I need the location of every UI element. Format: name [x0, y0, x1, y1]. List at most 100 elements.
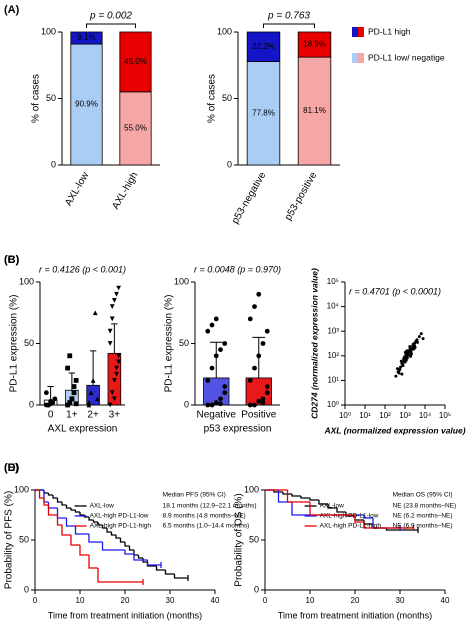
y-axis-label: CD274 (normalized expression value)	[309, 268, 319, 419]
error-bar	[111, 323, 118, 354]
survival-step	[363, 522, 414, 529]
annotation: r = 0.4126 (p < 0.001)	[39, 264, 126, 274]
data-point	[114, 365, 119, 371]
survival-step	[146, 560, 161, 566]
x-tick-label: 10³	[399, 411, 411, 420]
data-point	[421, 337, 425, 341]
error-bar	[209, 341, 223, 378]
x-tick-label: 0	[263, 596, 268, 605]
data-point	[111, 396, 117, 402]
y-tick-label: 10³	[327, 326, 339, 335]
bracket	[86, 23, 136, 28]
data-point	[264, 390, 270, 396]
x-tick-label: 10²	[379, 411, 391, 420]
data-point	[209, 402, 215, 408]
survival-step	[65, 505, 71, 509]
data-point	[398, 367, 402, 371]
survival-step	[318, 500, 328, 505]
value-label: 22.2%	[252, 42, 275, 51]
legend-median: 18.1 months (12.9–22.1 months)	[163, 503, 257, 510]
panel-label: (D)	[4, 462, 20, 474]
y-axis-label: PD-L1 expression (%)	[164, 295, 175, 393]
data-point	[107, 328, 113, 334]
legend-label: AXL-high PD-L1-high	[320, 523, 382, 530]
data-point	[109, 390, 115, 396]
legend-swatch	[352, 27, 358, 37]
y-tick-label: 0	[227, 159, 232, 169]
y-tick-label: 100	[19, 276, 34, 286]
data-point	[205, 402, 211, 408]
survival-step	[133, 554, 148, 561]
survival-step	[106, 528, 112, 533]
data-point	[264, 328, 270, 334]
survival-step	[38, 490, 44, 499]
bar-segment	[119, 31, 152, 93]
data-point	[408, 344, 412, 348]
panel-label: (A)	[4, 4, 20, 16]
data-point	[67, 400, 73, 405]
data-point	[71, 384, 77, 389]
y-tick-label: 10⁵	[327, 277, 339, 286]
data-point	[222, 384, 228, 389]
survival-step	[124, 550, 134, 555]
y-tick-label: 0	[254, 584, 259, 594]
data-point	[252, 402, 257, 408]
data-point	[209, 322, 215, 328]
data-point	[86, 402, 92, 408]
legend-label: PD-L1 low/ negatige	[368, 52, 445, 62]
data-point	[48, 398, 54, 404]
survival-step	[119, 538, 125, 543]
x-tick-label: 40	[441, 596, 450, 605]
y-tick-label: 10²	[327, 351, 339, 360]
y-tick-label: 10⁰	[327, 400, 339, 409]
data-point	[218, 396, 223, 402]
x-tick-label: 10	[306, 596, 315, 605]
legend-label: AXL-low	[320, 503, 345, 510]
survival-step	[291, 494, 301, 497]
data-point	[213, 316, 219, 322]
data-point	[400, 372, 404, 376]
y-tick-label: 50	[46, 93, 56, 103]
data-point	[256, 398, 262, 404]
survival-step	[101, 542, 125, 551]
data-point	[264, 384, 270, 389]
data-point	[403, 350, 407, 354]
x-axis-label: AXL expression	[48, 424, 118, 435]
value-label: 45.0%	[124, 57, 147, 66]
data-point	[412, 343, 416, 347]
legend-label: AXL-low	[90, 503, 115, 510]
x-tick-label: 10	[76, 596, 85, 605]
data-point	[412, 347, 416, 351]
bar-segment	[70, 31, 103, 45]
x-tick-label: 3+	[109, 410, 121, 421]
data-point	[394, 374, 398, 378]
y-tick-label: 0	[24, 584, 29, 594]
x-tick-label: Negative	[197, 410, 237, 421]
data-point	[86, 400, 92, 405]
survival-step	[173, 574, 188, 579]
data-point	[402, 359, 406, 363]
survival-step	[97, 568, 143, 583]
survival-step	[79, 512, 85, 516]
x-tick-label: 0	[48, 410, 54, 421]
survival-step	[74, 510, 80, 513]
bar-segment	[119, 91, 152, 166]
panel-label: (B)	[4, 254, 20, 266]
survival-step	[43, 490, 49, 494]
data-point	[403, 356, 407, 360]
survival-step	[65, 518, 76, 527]
legend-swatch	[358, 27, 364, 37]
data-point	[256, 291, 262, 297]
x-tick-label: 40	[211, 596, 220, 605]
data-point	[218, 401, 223, 407]
y-tick-label: 50	[19, 534, 29, 544]
legend-label: AXL-high PD-L1-high	[90, 523, 152, 530]
x-tick-label: 30	[166, 596, 175, 605]
data-point	[69, 396, 75, 402]
data-point	[205, 378, 211, 383]
data-point	[111, 378, 117, 383]
survival-step	[97, 522, 103, 526]
survival-step	[47, 493, 53, 496]
data-point	[260, 341, 266, 346]
legend-label: PD-L1 high	[368, 26, 411, 36]
